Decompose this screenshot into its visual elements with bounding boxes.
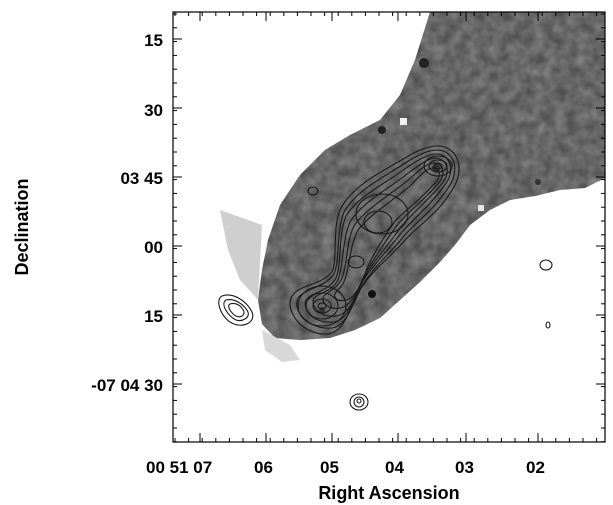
dark-knot	[378, 126, 386, 134]
core-contours	[423, 155, 453, 177]
faint-outskirt-edge	[220, 210, 262, 300]
y-tick-label: 30	[144, 101, 163, 120]
y-tick-labels: 15 30 03 45 00 15 -07 04 30	[91, 31, 163, 395]
y-tick-label: 15	[144, 31, 163, 50]
isolated-small-contours	[307, 186, 553, 329]
optical-emission-texture	[258, 12, 605, 340]
x-tick-label: 06	[254, 458, 273, 477]
dark-knot	[368, 290, 376, 298]
mid-jet-contours	[347, 193, 409, 269]
x-tick-label: 03	[455, 458, 474, 477]
west-source-contours	[218, 294, 254, 326]
southern-lobe-contours	[297, 285, 347, 327]
y-tick-label: -07 04 30	[91, 376, 163, 395]
bright-pixel	[478, 205, 484, 211]
x-tick-labels: 00 51 07 06 05 04 03 02	[146, 458, 545, 477]
y-tick-label: 15	[144, 307, 163, 326]
x-tick-label: 02	[526, 458, 545, 477]
radio-contours	[218, 145, 553, 411]
y-axis-title: Declination	[12, 178, 32, 275]
greyscale-image	[220, 12, 605, 362]
south-source-contours	[349, 393, 369, 411]
x-tick-label: 04	[385, 458, 404, 477]
y-tick-label: 03 45	[120, 169, 163, 188]
dark-knot	[419, 58, 429, 68]
x-tick-label: 00 51 07	[146, 458, 212, 477]
plot-frame	[172, 11, 606, 443]
x-tick-label: 05	[320, 458, 339, 477]
faint-outskirt-lower	[262, 330, 300, 362]
dark-knot	[535, 179, 541, 185]
x-axis-title: Right Ascension	[318, 483, 459, 503]
axis-ticks	[173, 12, 605, 443]
y-tick-label: 00	[144, 238, 163, 257]
bright-pixel	[400, 118, 407, 125]
